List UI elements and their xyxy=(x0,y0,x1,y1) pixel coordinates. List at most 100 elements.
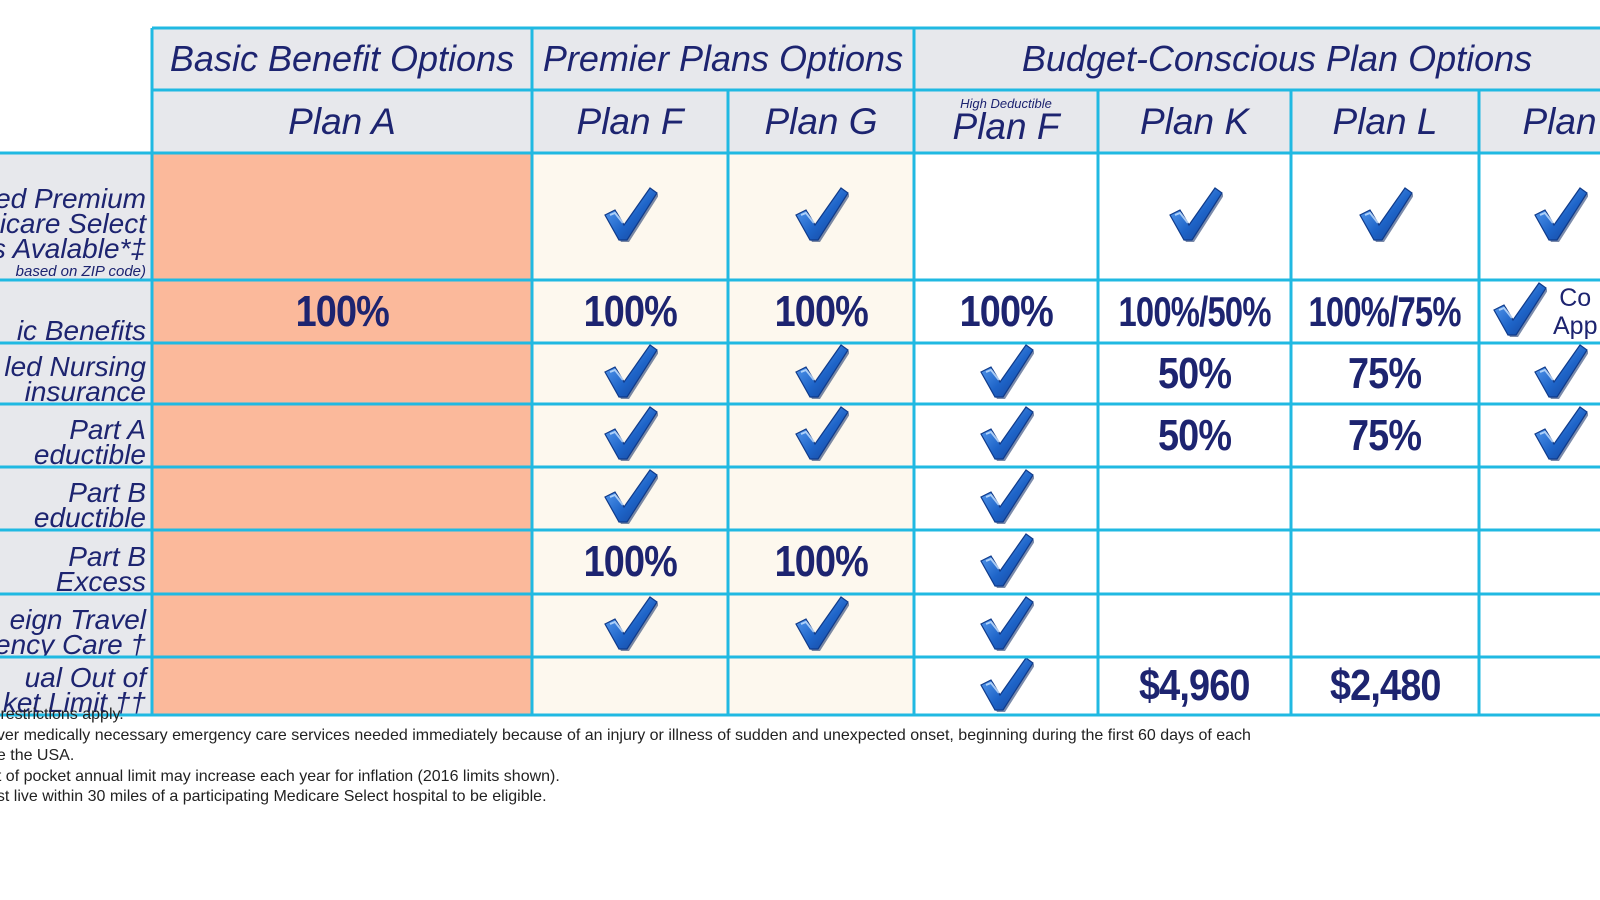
checkmark-icon xyxy=(793,343,850,404)
table-cell: $2,480 xyxy=(1291,657,1479,715)
table-cell: 100% xyxy=(532,280,728,343)
checkmark-icon xyxy=(978,343,1035,404)
plan-header: Plan G xyxy=(728,90,914,153)
table-cell: 100% xyxy=(152,280,532,343)
row-label-line: eductible xyxy=(33,502,146,531)
table-cell xyxy=(914,657,1098,715)
table-cell xyxy=(1479,467,1600,530)
table-cell xyxy=(152,657,532,715)
cell-value: 100% xyxy=(583,537,677,586)
plan-name: Plan F xyxy=(576,100,684,142)
group-header: Budget-Conscious Plan Options xyxy=(914,28,1600,90)
cell-value: 75% xyxy=(1348,348,1422,398)
cell-value: 100%/75% xyxy=(1308,287,1462,335)
checkmark-icon xyxy=(1167,185,1224,248)
row-label: eign Travelgency Care † xyxy=(0,594,152,657)
row-label-line: ced Premium xyxy=(0,183,146,214)
group-header: Basic Benefit Options xyxy=(152,28,532,90)
table-cell xyxy=(1479,404,1600,467)
table-cell: 100% xyxy=(728,530,914,594)
table-cell xyxy=(1098,594,1291,657)
cell-value: 50% xyxy=(1157,410,1232,460)
table-cell xyxy=(152,467,532,530)
table-cell: 75% xyxy=(1291,343,1479,404)
table-cell: 100% xyxy=(728,280,914,343)
table-cell xyxy=(914,153,1098,280)
table-cell xyxy=(152,594,532,657)
cell-value: $4,960 xyxy=(1139,661,1250,710)
table-cell xyxy=(914,467,1098,530)
checkmark-icon xyxy=(602,343,659,404)
table-cell xyxy=(532,343,728,404)
table-cell xyxy=(728,153,914,280)
checkmark-icon xyxy=(793,404,850,467)
row-label: ual Out of ket Limit †† xyxy=(0,657,152,715)
copay-note-line: Co xyxy=(1559,283,1592,312)
table-cell xyxy=(1479,343,1600,404)
group-header-label: Premier Plans Options xyxy=(542,38,904,79)
plan-name: Plan F xyxy=(952,106,1060,147)
footnote: de the USA. xyxy=(0,747,75,765)
row-label: Part B Excess xyxy=(0,530,152,594)
table-cell xyxy=(1098,530,1291,594)
plan-name: Plan xyxy=(1522,100,1597,142)
table-cell xyxy=(1291,467,1479,530)
plan-header: Plan xyxy=(1479,90,1600,153)
table-cell xyxy=(532,404,728,467)
group-header-label: Budget-Conscious Plan Options xyxy=(1021,38,1533,79)
row-label-line: led Nursing xyxy=(4,351,146,382)
table-cell xyxy=(914,530,1098,594)
table-cell xyxy=(914,343,1098,404)
row-label-note: based on ZIP code) xyxy=(15,263,146,280)
row-label-line: ic Benefits xyxy=(16,315,146,344)
checkmark-icon xyxy=(602,467,659,530)
cell-value: $2,480 xyxy=(1329,661,1441,710)
checkmark-icon xyxy=(793,594,850,657)
cell-value: 75% xyxy=(1348,410,1422,460)
row-label-line: icare Select xyxy=(0,208,146,239)
table-cell xyxy=(532,467,728,530)
checkmark-icon xyxy=(602,594,659,657)
plan-header: High Deductible Plan F xyxy=(914,90,1098,153)
row-label-line: eductible xyxy=(33,439,146,468)
table-cell: 100% xyxy=(914,280,1098,343)
cell-value: 100% xyxy=(583,286,677,336)
row-label-line: gency Care † xyxy=(0,629,146,658)
table-cell xyxy=(1098,467,1291,530)
table-cell xyxy=(1098,153,1291,280)
plan-name: Plan G xyxy=(764,100,878,142)
row-label-line: eign Travel xyxy=(9,604,146,635)
row-label-line: Part A xyxy=(69,414,146,445)
cell-value: 100% xyxy=(959,286,1053,336)
plan-tag: High Deductible xyxy=(960,96,1052,111)
checkmark-icon xyxy=(978,657,1035,715)
table-cell xyxy=(1291,153,1479,280)
row-label-line: Part B xyxy=(68,541,146,572)
cell-value: 100% xyxy=(774,537,868,586)
cell-value: 100%/50% xyxy=(1118,287,1271,335)
table-cell: 100%/75% xyxy=(1291,280,1479,343)
copay-note-line: App xyxy=(1553,311,1598,340)
plan-header: Plan L xyxy=(1291,90,1479,153)
cell-value: 100% xyxy=(774,286,868,336)
footnote: ut of pocket annual limit may increase e… xyxy=(0,767,560,785)
table-cell xyxy=(728,343,914,404)
table-cell xyxy=(1479,153,1600,280)
plan-name: Plan K xyxy=(1139,100,1249,142)
plan-header: Plan K xyxy=(1098,90,1291,153)
checkmark-icon xyxy=(1532,185,1589,248)
plan-comparison-table: Basic Benefit Options Premier Plans Optio… xyxy=(0,28,1600,715)
footnote: k restrictions apply. xyxy=(0,706,124,723)
table-cell xyxy=(914,594,1098,657)
row-label-line: ket Limit †† xyxy=(2,687,146,716)
table-cell: 75% xyxy=(1291,404,1479,467)
checkmark-icon xyxy=(978,467,1035,530)
plan-name: Plan A xyxy=(288,100,396,142)
checkmark-icon xyxy=(978,404,1035,467)
table-cell: 100%/50% xyxy=(1098,280,1291,343)
row-label-line: ns Avalable*‡ xyxy=(0,233,146,264)
table-cell: 100% xyxy=(532,530,728,594)
checkmark-icon xyxy=(1532,404,1589,467)
